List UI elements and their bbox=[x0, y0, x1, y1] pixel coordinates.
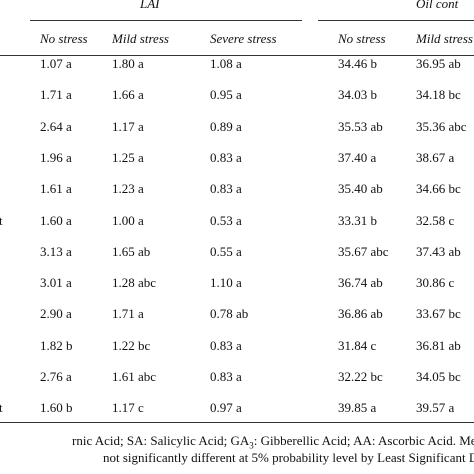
cell: 1.80 a bbox=[112, 56, 144, 71]
cell: 0.89 a bbox=[210, 118, 242, 134]
cell: 1.07 a bbox=[40, 56, 72, 71]
cell: 1.17 a bbox=[112, 118, 144, 134]
cell: 34.46 b bbox=[338, 56, 377, 71]
footnote: rnic Acid; SA: Salicylic Acid; GA3: Gibb… bbox=[72, 434, 474, 451]
cell: 1.60 b bbox=[40, 400, 73, 416]
cell: 0.97 a bbox=[210, 400, 242, 416]
cell: 39.57 a bbox=[416, 400, 455, 416]
cell: 35.36 abc bbox=[416, 118, 467, 134]
cell: 3.13 a bbox=[40, 243, 72, 259]
cell: 0.83 a bbox=[210, 337, 242, 353]
cell: 33.67 bc bbox=[416, 306, 461, 322]
footnote-text: : Gibberellic Acid; AA: Ascorbic Acid. M… bbox=[253, 433, 474, 448]
cell: 36.74 ab bbox=[338, 275, 383, 291]
cell: 39.85 a bbox=[338, 400, 377, 416]
cell: 0.78 ab bbox=[210, 306, 249, 322]
cell: 1.61 abc bbox=[112, 369, 157, 384]
cell: 1.00 a bbox=[112, 212, 144, 228]
cell: 1.23 a bbox=[112, 181, 144, 197]
cell: 30.86 c bbox=[416, 275, 455, 291]
group-rule bbox=[318, 20, 474, 21]
group-header: Oil cont bbox=[416, 0, 459, 11]
cell: 1.82 b bbox=[40, 337, 73, 353]
cell: 0.55 a bbox=[210, 243, 242, 259]
cell: 37.43 ab bbox=[416, 243, 461, 259]
row-label: t bbox=[0, 212, 3, 228]
cell: 1.71 a bbox=[112, 306, 144, 322]
cell: 1.65 ab bbox=[112, 243, 151, 259]
cell: 35.40 ab bbox=[338, 181, 383, 197]
cell: 1.08 a bbox=[210, 56, 242, 71]
cell: 1.71 a bbox=[40, 87, 72, 103]
cell: 1.28 abc bbox=[112, 275, 157, 291]
row-label: t bbox=[0, 400, 3, 416]
cell: 2.64 a bbox=[40, 118, 72, 134]
column-header: Severe stress bbox=[210, 31, 277, 46]
cell: 36.95 ab bbox=[416, 56, 461, 71]
cell: 3.01 a bbox=[40, 275, 72, 291]
cell: 1.60 a bbox=[40, 212, 72, 228]
cell: 36.86 ab bbox=[338, 306, 383, 322]
cell: 1.22 bc bbox=[112, 337, 151, 353]
column-header: No stress bbox=[40, 31, 88, 46]
column-header: Mild stress bbox=[112, 31, 169, 46]
header-rule bbox=[0, 55, 474, 56]
footnote: not significantly different at 5% probab… bbox=[103, 450, 474, 465]
footnote-text: rnic Acid; SA: Salicylic Acid; GA bbox=[72, 433, 250, 448]
cell: 0.83 a bbox=[210, 149, 242, 165]
cell: 32.22 bc bbox=[338, 369, 383, 384]
group-rule bbox=[30, 20, 302, 21]
cell: 1.17 c bbox=[112, 400, 144, 416]
cell: 35.67 abc bbox=[338, 243, 389, 259]
cell: 2.76 a bbox=[40, 369, 72, 384]
cell: 1.25 a bbox=[112, 149, 144, 165]
cell: 0.83 a bbox=[210, 369, 242, 384]
bottom-rule bbox=[0, 422, 474, 423]
cell: 1.61 a bbox=[40, 181, 72, 197]
column-header: Mild stress bbox=[416, 31, 473, 46]
cell: 36.81 ab bbox=[416, 337, 461, 353]
cell: 34.05 bc bbox=[416, 369, 461, 384]
cell: 35.53 ab bbox=[338, 118, 383, 134]
cell: 34.18 bc bbox=[416, 87, 461, 103]
cell: 31.84 c bbox=[338, 337, 377, 353]
cell: 1.10 a bbox=[210, 275, 242, 291]
cell: 32.58 c bbox=[416, 212, 455, 228]
cell: 0.53 a bbox=[210, 212, 242, 228]
cell: 2.90 a bbox=[40, 306, 72, 322]
column-header: No stress bbox=[338, 31, 386, 46]
cell: 1.96 a bbox=[40, 149, 72, 165]
cell: 34.66 bc bbox=[416, 181, 461, 197]
cell: 34.03 b bbox=[338, 87, 377, 103]
cell: 0.83 a bbox=[210, 181, 242, 197]
cell: 37.40 a bbox=[338, 149, 377, 165]
cell: 0.95 a bbox=[210, 87, 242, 103]
footnote-sub: 3 bbox=[249, 440, 254, 451]
cell: 1.66 a bbox=[112, 87, 144, 103]
cell: 33.31 b bbox=[338, 212, 377, 228]
cell: 38.67 a bbox=[416, 149, 455, 165]
group-header: LAI bbox=[140, 0, 160, 11]
